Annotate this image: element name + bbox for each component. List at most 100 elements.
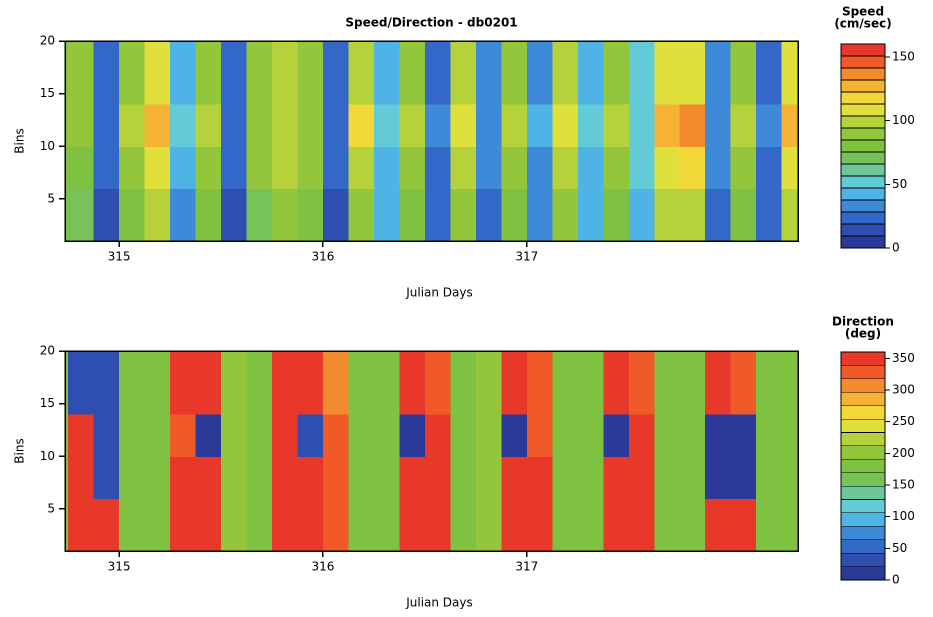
y-tick-label: 20 <box>40 34 55 48</box>
heatmap-cell <box>195 41 222 105</box>
y-tick-label: 15 <box>40 86 55 100</box>
heatmap-cell <box>501 41 528 105</box>
colorbar-band <box>840 115 886 129</box>
heatmap-cell <box>373 104 400 147</box>
heatmap-cell <box>322 104 349 147</box>
x-tick-label: 317 <box>515 250 538 264</box>
heatmap-cell <box>246 146 273 189</box>
heatmap-cell <box>424 414 451 457</box>
x-tick-label: 317 <box>515 560 538 574</box>
heatmap-cell <box>679 188 706 242</box>
heatmap-cell <box>552 351 579 415</box>
heatmap-cell <box>373 456 400 499</box>
heatmap-cell <box>220 188 247 242</box>
colorbar-band <box>840 499 886 514</box>
colorbar-band <box>840 103 886 117</box>
heatmap-cell <box>501 414 528 457</box>
heatmap-cell <box>781 41 799 105</box>
colorbar-title: Direction <box>832 315 894 329</box>
heatmap-cell <box>119 188 146 242</box>
heatmap-cell <box>628 414 655 457</box>
heatmap-cell <box>322 351 349 415</box>
heatmap-cell <box>220 456 247 499</box>
heatmap-cell <box>450 456 477 499</box>
heatmap-cell <box>526 146 553 189</box>
heatmap-cell <box>144 498 171 552</box>
heatmap-cell <box>730 41 757 105</box>
heatmap-cell <box>373 41 400 105</box>
y-axis-label: Bins <box>13 128 27 153</box>
colorbar-tick-label: 0 <box>892 241 900 255</box>
colorbar-band <box>840 526 886 541</box>
heatmap-cell <box>526 456 553 499</box>
heatmap-cell <box>781 351 799 415</box>
heatmap-cell <box>705 41 732 105</box>
heatmap-cell <box>705 498 732 552</box>
heatmap-cell <box>348 414 375 457</box>
colorbar-tick-label: 100 <box>892 113 915 127</box>
heatmap-cell <box>68 456 95 499</box>
colorbar-band <box>840 378 886 393</box>
colorbar-band <box>840 139 886 153</box>
heatmap-cell <box>246 188 273 242</box>
heatmap-cell <box>603 351 630 415</box>
heatmap-cell <box>730 188 757 242</box>
heatmap-cell <box>322 188 349 242</box>
heatmap-cell <box>577 498 604 552</box>
heatmap-cell <box>526 498 553 552</box>
heatmap-cell <box>577 146 604 189</box>
heatmap-cell <box>68 498 95 552</box>
heatmap-cell <box>628 498 655 552</box>
heatmap-cell <box>603 456 630 499</box>
heatmap-cell <box>654 351 681 415</box>
heatmap-cell <box>399 188 426 242</box>
x-axis-label: Julian Days <box>405 596 473 610</box>
heatmap-cell <box>450 414 477 457</box>
heatmap-cell <box>552 146 579 189</box>
colorbar-band <box>840 175 886 189</box>
heatmap-cell <box>450 188 477 242</box>
heatmap-cell <box>552 104 579 147</box>
heatmap-cell <box>781 498 799 552</box>
heatmap-cell <box>756 498 783 552</box>
heatmap-cell <box>297 351 324 415</box>
heatmap-cell <box>475 351 502 415</box>
heatmap-cell <box>781 188 799 242</box>
heatmap-cell <box>450 146 477 189</box>
heatmap-cell <box>628 351 655 415</box>
colorbar-band <box>840 127 886 141</box>
heatmap-cell <box>68 146 95 189</box>
heatmap-cell <box>654 498 681 552</box>
heatmap-cell <box>730 456 757 499</box>
heatmap-cell <box>424 104 451 147</box>
heatmap-cell <box>373 414 400 457</box>
heatmap-cell <box>475 41 502 105</box>
heatmap-cell <box>577 41 604 105</box>
heatmap-cell <box>501 104 528 147</box>
heatmap-cell <box>526 414 553 457</box>
heatmap-cell <box>271 456 298 499</box>
colorbar-tick-label: 200 <box>892 446 915 460</box>
heatmap-cell <box>577 188 604 242</box>
heatmap-cell <box>501 146 528 189</box>
heatmap-cell <box>246 456 273 499</box>
colorbar-band <box>840 67 886 81</box>
heatmap-cell <box>297 498 324 552</box>
heatmap-cell <box>730 498 757 552</box>
heatmap-cell <box>271 188 298 242</box>
heatmap-cell <box>399 414 426 457</box>
y-tick-label: 15 <box>40 396 55 410</box>
colorbar-band <box>840 351 886 366</box>
colorbar-band <box>840 566 886 581</box>
heatmap-cell <box>526 351 553 415</box>
y-tick-label: 10 <box>40 139 55 153</box>
heatmap-cell <box>450 104 477 147</box>
heatmap-cell <box>119 456 146 499</box>
heatmap-cell <box>68 351 95 415</box>
heatmap-cell <box>628 146 655 189</box>
heatmap-cell <box>654 188 681 242</box>
heatmap-cell <box>501 498 528 552</box>
heatmap-cell <box>93 146 120 189</box>
heatmap-cell <box>552 414 579 457</box>
